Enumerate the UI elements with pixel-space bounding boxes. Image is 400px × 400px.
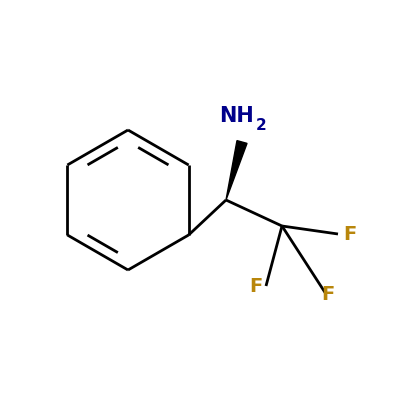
Text: 2: 2 xyxy=(256,118,267,134)
Text: F: F xyxy=(343,224,357,244)
Text: NH: NH xyxy=(219,106,254,126)
Text: F: F xyxy=(249,276,263,296)
Text: F: F xyxy=(321,284,335,304)
Polygon shape xyxy=(226,141,247,200)
